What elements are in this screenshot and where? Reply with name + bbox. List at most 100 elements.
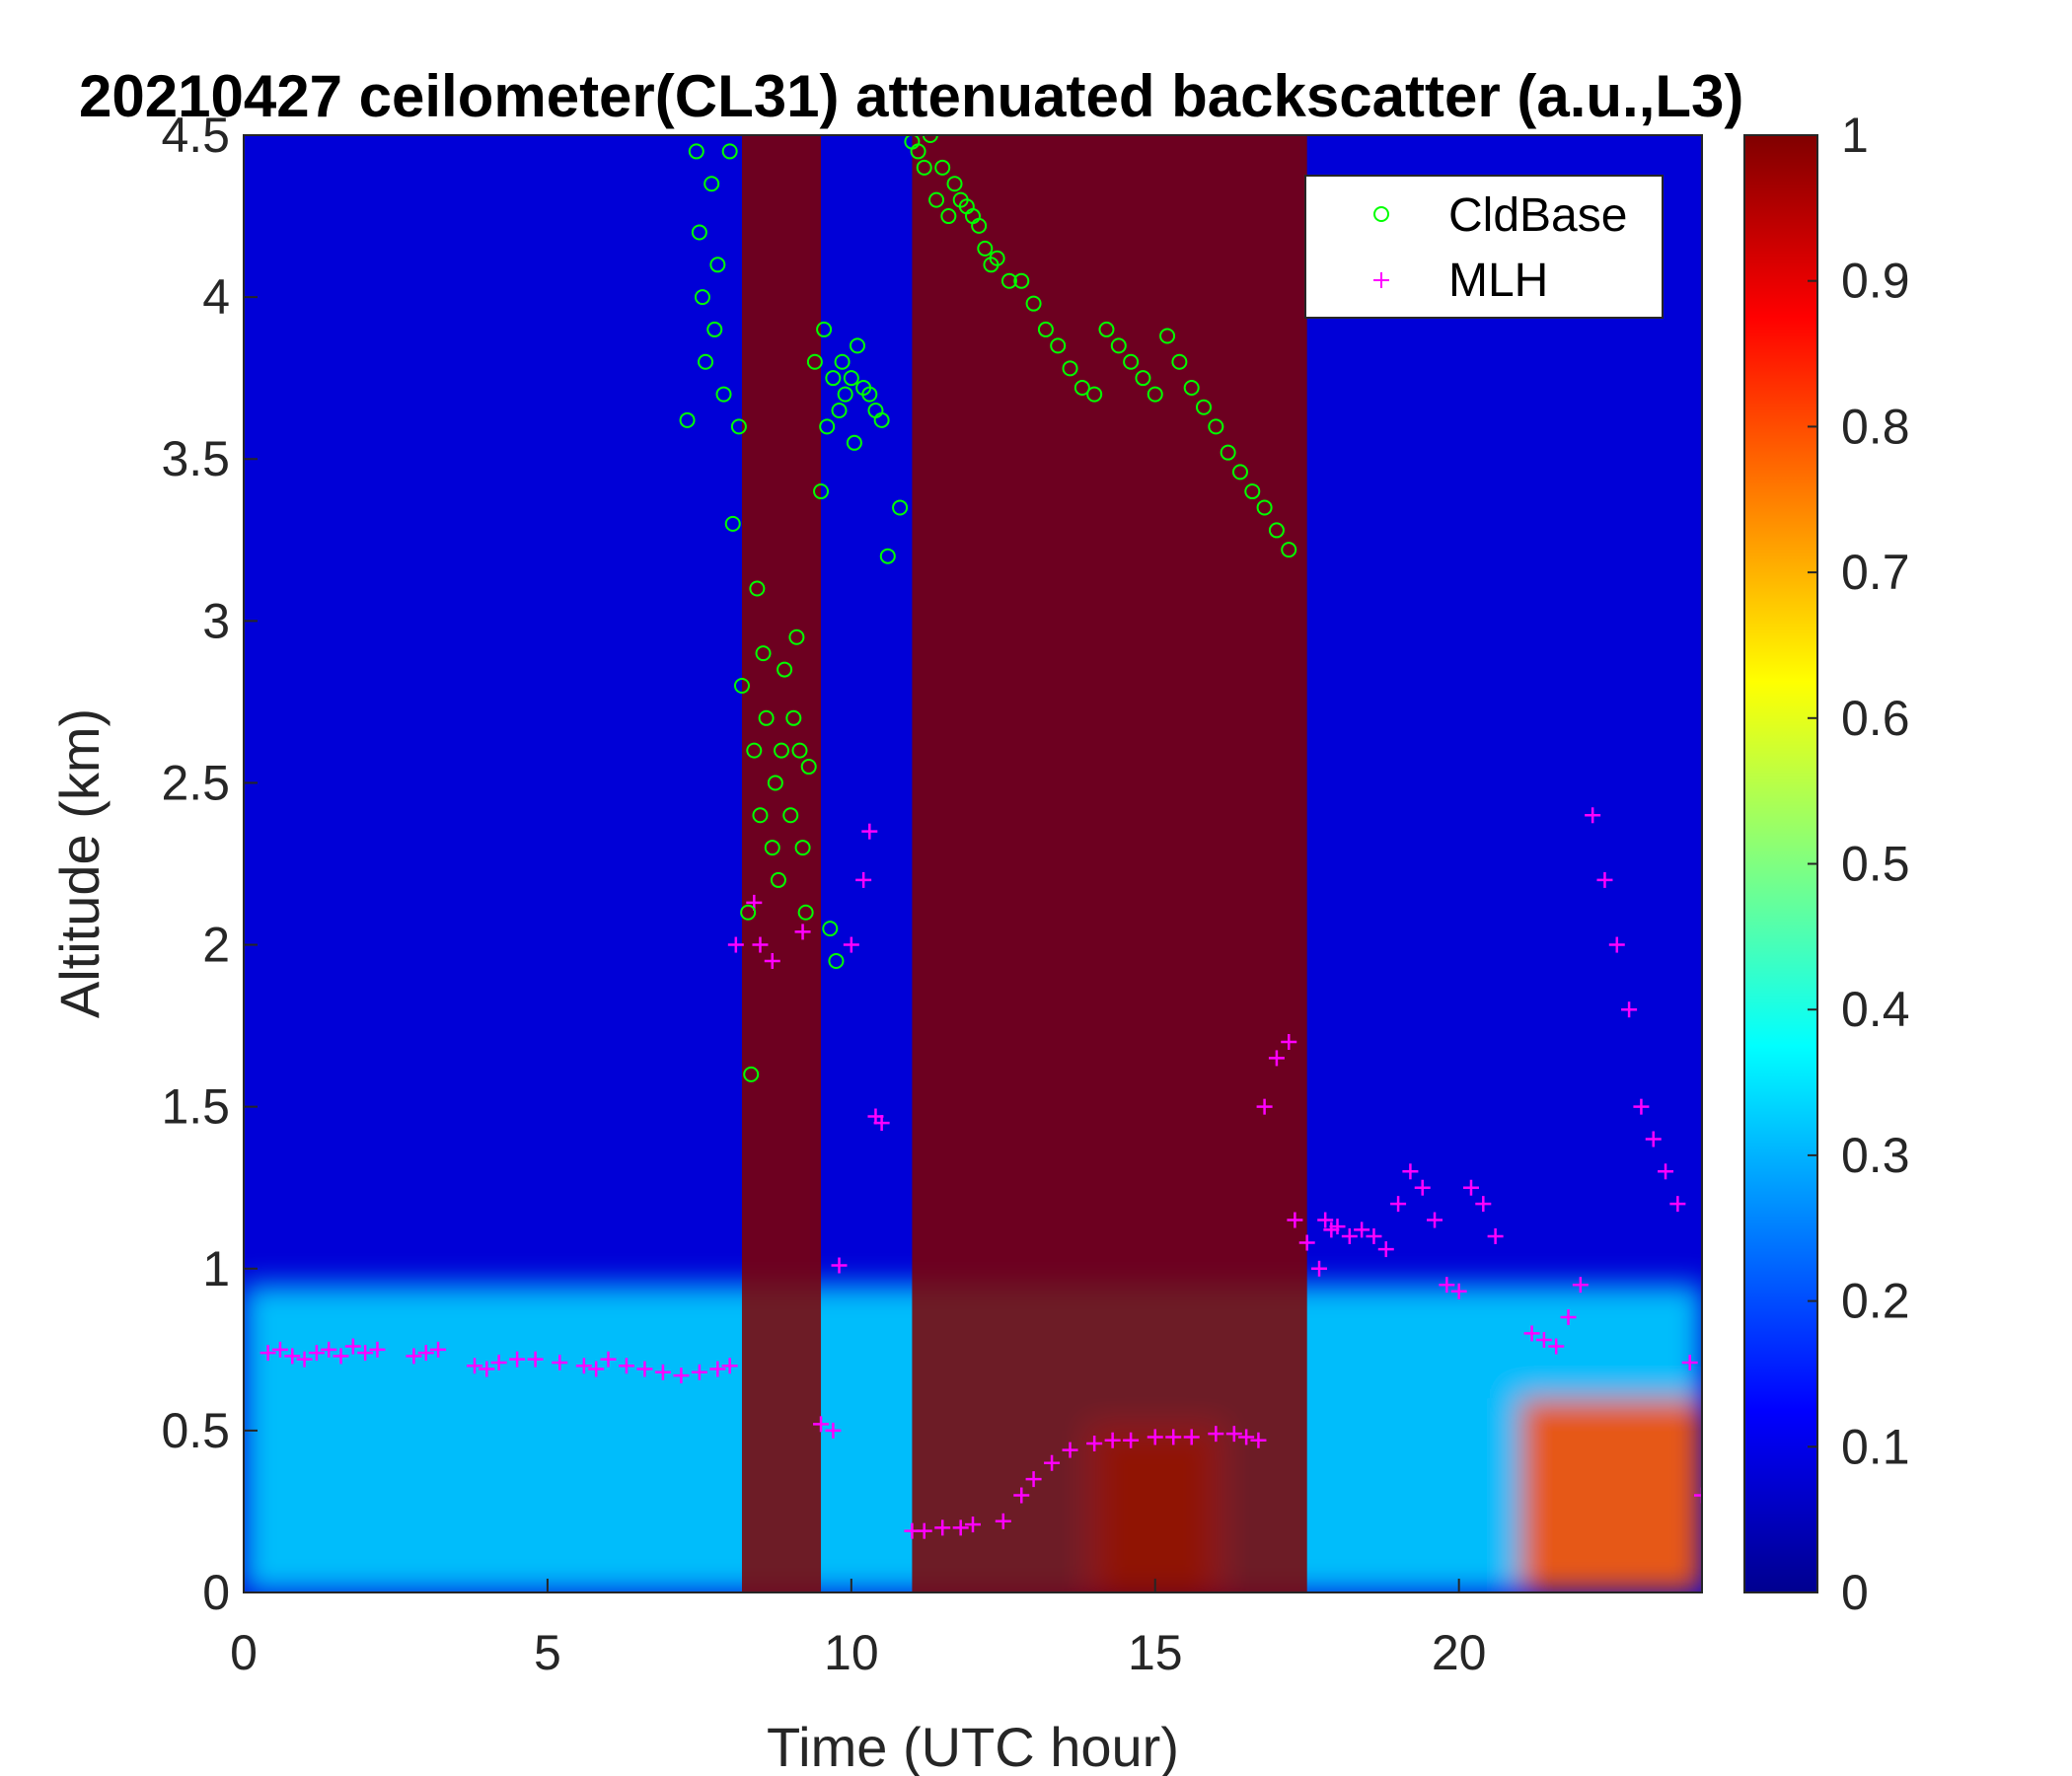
cldbase-point (1086, 386, 1103, 403)
legend-box (1304, 175, 1664, 319)
colorbar-tick-label: 0.9 (1841, 254, 1910, 309)
mlh-point (1104, 1432, 1121, 1448)
mlh-point (1645, 1131, 1662, 1147)
cldbase-point (1062, 360, 1078, 377)
legend: CldBase MLH (1304, 175, 1664, 319)
mlh-point (1560, 1309, 1577, 1326)
mlh-point (1281, 1034, 1297, 1051)
mlh-point (721, 1358, 738, 1374)
colorbar-tick-label: 0.6 (1841, 691, 1910, 746)
mlh-point (1585, 807, 1601, 824)
y-axis-label: Altitude (km) (48, 708, 111, 1018)
colorbar-tick-label: 0 (1841, 1565, 1869, 1620)
mlh-point (479, 1361, 495, 1377)
y-tick-label: 0.5 (161, 1403, 230, 1458)
cldbase-point (910, 143, 926, 160)
cldbase-point (1171, 353, 1188, 370)
mlh-point (1183, 1429, 1200, 1445)
cldbase-point (791, 742, 808, 759)
cldbase-point (730, 418, 747, 435)
colorbar-tick-label: 0.4 (1841, 982, 1910, 1037)
mlh-point (1256, 1098, 1273, 1115)
cldbase-point (1147, 386, 1163, 403)
cldbase-point (758, 709, 775, 726)
mlh-point (764, 952, 780, 969)
feature-4 (912, 135, 1307, 1592)
mlh-point (1044, 1454, 1061, 1471)
cldbase-point (740, 904, 757, 921)
cldbase-point (1231, 464, 1248, 481)
mlh-point (1608, 936, 1625, 953)
cldbase-point (691, 224, 707, 241)
y-tick-label: 4 (202, 269, 230, 325)
cldbase-point (873, 411, 890, 428)
x-tick-label: 0 (230, 1625, 258, 1680)
cldbase-point (819, 418, 836, 435)
mlh-point (417, 1345, 434, 1362)
cldbase-point (977, 240, 994, 257)
plot-frame (243, 134, 1703, 1593)
cldbase-point (989, 250, 1005, 266)
cldbase-point (916, 159, 932, 176)
mlh-point (1596, 871, 1613, 888)
cldbase-point (822, 921, 839, 937)
x-axis: 0 5 10 15 20 (230, 1579, 1486, 1680)
mlh-point (727, 936, 744, 953)
mlh-point (1475, 1196, 1492, 1213)
mlh-point (430, 1341, 447, 1358)
cldbase-point (782, 807, 799, 824)
cldbase-point (724, 515, 741, 532)
mlh-point (1208, 1426, 1224, 1443)
mlh-point (673, 1368, 690, 1384)
mlh-point (271, 1341, 288, 1358)
mlh-point (467, 1358, 483, 1374)
mlh-point (296, 1351, 313, 1368)
colorbar-tick-label: 0.1 (1841, 1419, 1910, 1474)
cldbase-point (785, 709, 802, 726)
cldbase-point (797, 904, 814, 921)
y-tick-label: 1.5 (161, 1079, 230, 1135)
mlh-point (752, 936, 769, 953)
y-tick-label: 2.5 (161, 755, 230, 810)
mlh-point (1225, 1426, 1242, 1443)
mlh-point (1548, 1338, 1565, 1355)
cldbase-point (764, 840, 780, 856)
mlh-point (1013, 1487, 1030, 1504)
cldbase-point (1183, 380, 1200, 397)
cldbase-point (755, 645, 772, 662)
mlh-point (406, 1348, 422, 1365)
mlh-point (1487, 1227, 1504, 1244)
mlh-point (1669, 1196, 1686, 1213)
cldbase-point (1281, 542, 1297, 558)
legend-mlh-marker (1373, 272, 1389, 288)
cldbase-point (770, 871, 786, 888)
cldbase-point (1025, 295, 1042, 312)
cldbase-point (843, 370, 859, 387)
mlh-point (527, 1351, 544, 1368)
mlh-point (1311, 1260, 1328, 1277)
colorbar-tick-label: 0.7 (1841, 545, 1910, 600)
mlh-point (1377, 1241, 1394, 1258)
mlh-point (1354, 1221, 1370, 1238)
x-tick-label: 5 (534, 1625, 561, 1680)
mlh-point (654, 1364, 671, 1380)
mlh-point (1681, 1354, 1698, 1370)
mlh-point (1572, 1277, 1589, 1294)
mlh-point (709, 1361, 726, 1377)
cldbase-point (794, 840, 811, 856)
y-tick-label: 0 (202, 1565, 230, 1620)
cldbase-point (733, 677, 750, 694)
mlh-point (1402, 1163, 1419, 1180)
cldbase-point (1123, 353, 1140, 370)
cldbase-point (774, 742, 790, 759)
cldbase-point (749, 580, 766, 597)
mlh-point (600, 1351, 617, 1368)
cldbase-point (788, 629, 805, 645)
cldbase-point (746, 742, 763, 759)
cldbase-point (922, 135, 938, 143)
colorbar-tick-label: 0.2 (1841, 1274, 1910, 1329)
y-tick-label: 2 (202, 918, 230, 973)
mlh-point (813, 1416, 830, 1433)
mlh-point (1268, 1050, 1285, 1067)
